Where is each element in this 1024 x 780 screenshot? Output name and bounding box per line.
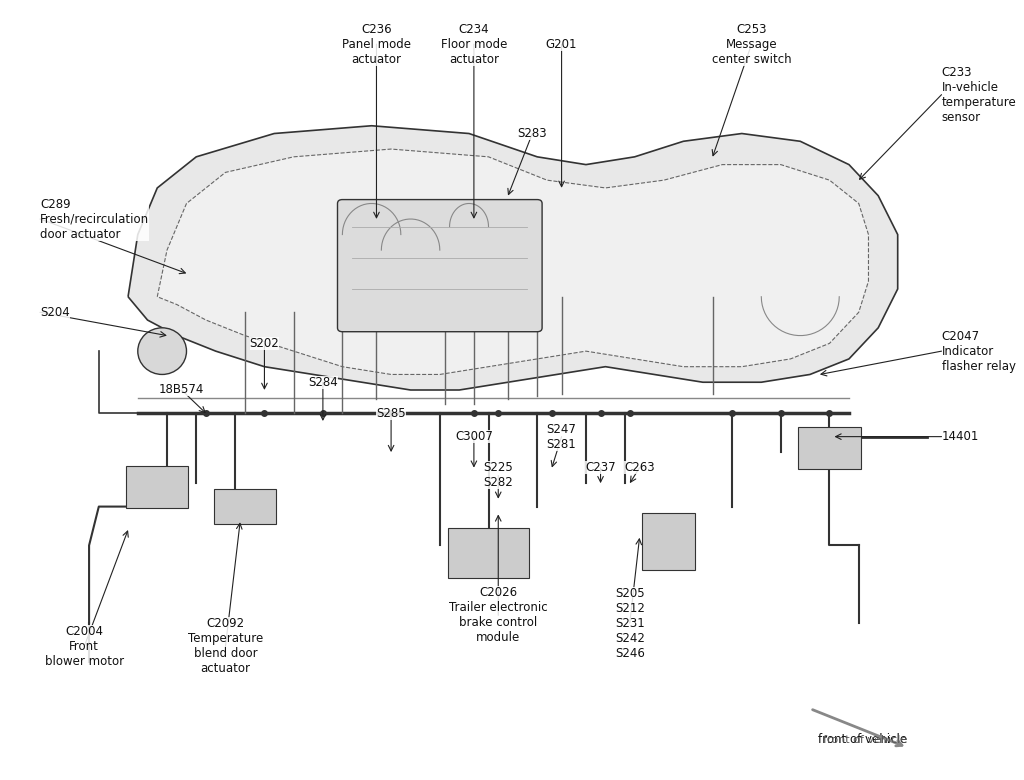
Text: S283: S283 — [517, 127, 547, 140]
Text: S204: S204 — [40, 306, 70, 319]
Text: 14401: 14401 — [941, 430, 979, 443]
FancyBboxPatch shape — [447, 528, 529, 578]
Text: C253
Message
center switch: C253 Message center switch — [712, 23, 792, 66]
Text: C2026
Trailer electronic
brake control
module: C2026 Trailer electronic brake control m… — [449, 587, 548, 644]
Text: C2092
Temperature
blend door
actuator: C2092 Temperature blend door actuator — [187, 618, 263, 675]
Text: 18B574: 18B574 — [159, 384, 205, 396]
Text: C289
Fresh/recirculation
door actuator: C289 Fresh/recirculation door actuator — [40, 197, 150, 240]
Text: C234
Floor mode
actuator: C234 Floor mode actuator — [440, 23, 507, 66]
Text: front of vehicle: front of vehicle — [823, 735, 907, 745]
Text: C263: C263 — [625, 461, 654, 474]
Text: C3007: C3007 — [455, 430, 493, 443]
FancyBboxPatch shape — [338, 200, 542, 332]
PathPatch shape — [158, 149, 868, 374]
Text: S284: S284 — [308, 376, 338, 388]
Text: C2047
Indicator
flasher relay: C2047 Indicator flasher relay — [941, 330, 1016, 373]
Ellipse shape — [138, 328, 186, 374]
Text: S285: S285 — [376, 407, 406, 420]
PathPatch shape — [128, 126, 898, 390]
Text: C236
Panel mode
actuator: C236 Panel mode actuator — [342, 23, 411, 66]
FancyBboxPatch shape — [642, 512, 695, 570]
Text: G201: G201 — [546, 37, 578, 51]
Text: S202: S202 — [250, 337, 280, 350]
Text: C2004
Front
blower motor: C2004 Front blower motor — [45, 625, 124, 668]
Text: S225
S282: S225 S282 — [483, 462, 513, 490]
FancyBboxPatch shape — [126, 466, 188, 508]
Text: C233
In-vehicle
temperature
sensor: C233 In-vehicle temperature sensor — [941, 66, 1016, 124]
FancyBboxPatch shape — [214, 490, 276, 523]
Text: C237: C237 — [586, 461, 615, 474]
Text: S247
S281: S247 S281 — [547, 423, 577, 451]
Text: front of vehicle: front of vehicle — [818, 733, 907, 746]
Text: S205
S212
S231
S242
S246: S205 S212 S231 S242 S246 — [614, 587, 645, 660]
FancyBboxPatch shape — [799, 427, 861, 470]
